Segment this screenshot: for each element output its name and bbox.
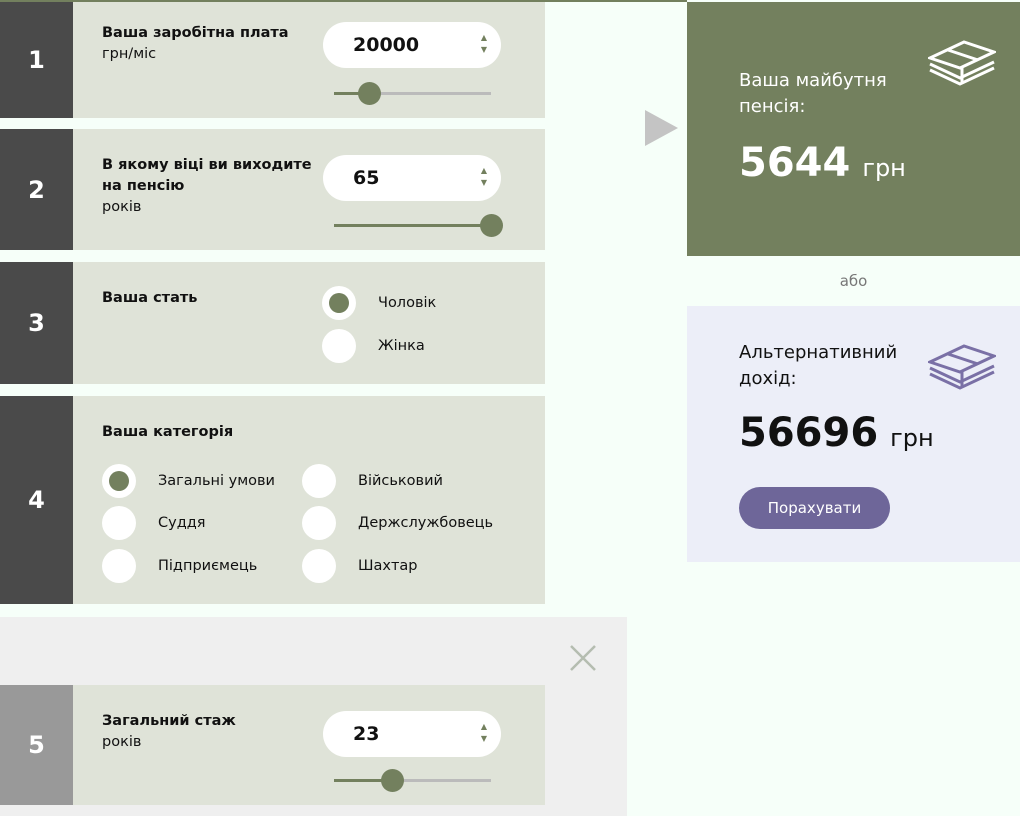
radio-entrepreneur[interactable]: Підприємець: [102, 549, 257, 583]
salary-slider[interactable]: [334, 82, 491, 105]
radio-label: Суддя: [158, 515, 206, 531]
radio-female[interactable]: Жінка: [322, 329, 425, 363]
arrow-right-icon: [645, 110, 678, 146]
age-unit: років: [102, 199, 142, 215]
salary-input[interactable]: 20000 ▲ ▼: [323, 22, 501, 68]
experience-input[interactable]: 23 ▲ ▼: [323, 711, 501, 757]
experience-unit: років: [102, 734, 142, 750]
close-icon[interactable]: [570, 645, 596, 671]
top-border: [0, 0, 687, 2]
step-number: 4: [0, 396, 73, 604]
slider-thumb[interactable]: [357, 82, 381, 105]
salary-unit: грн/міс: [102, 46, 157, 62]
calculate-button[interactable]: Порахувати: [739, 487, 890, 529]
radio-miner[interactable]: Шахтар: [302, 549, 418, 583]
category-title: Ваша категорія: [102, 424, 234, 440]
pension-value: 5644: [739, 140, 851, 186]
gender-block: 3 Ваша стать Чоловік Жінка: [0, 262, 545, 384]
spinner-arrows-icon[interactable]: ▲ ▼: [480, 33, 487, 54]
step-number: 3: [0, 262, 73, 384]
pension-title: Ваша майбутня пенсія:: [739, 70, 887, 117]
slider-thumb[interactable]: [480, 214, 503, 237]
salary-block: 1 Ваша заробітна плата грн/міс 20000 ▲ ▼: [0, 2, 545, 118]
radio-label: Загальні умови: [158, 473, 275, 489]
alternative-title: Альтернативний дохід:: [739, 342, 898, 389]
radio-civil-servant[interactable]: Держслужбовець: [302, 506, 493, 540]
radio-judge[interactable]: Суддя: [102, 506, 205, 540]
radio-label: Шахтар: [358, 558, 418, 574]
alternative-value: 56696: [739, 410, 879, 456]
alternative-card: Альтернативний дохід: 56696 грн Порахува…: [687, 306, 1020, 562]
experience-title: Загальний стаж: [102, 713, 236, 729]
age-value: 65: [353, 167, 380, 189]
slider-thumb[interactable]: [381, 769, 405, 792]
age-slider[interactable]: [334, 214, 503, 237]
alternative-currency: грн: [890, 424, 934, 452]
category-block: 4 Ваша категорія Загальні умови Військов…: [0, 396, 545, 604]
experience-slider[interactable]: [334, 769, 491, 792]
radio-general[interactable]: Загальні умови: [102, 464, 275, 498]
radio-label: Держслужбовець: [358, 515, 494, 531]
gender-title: Ваша стать: [102, 290, 198, 306]
pension-currency: грн: [862, 154, 906, 182]
radio-label: Жінка: [378, 338, 425, 354]
money-stack-icon: [928, 344, 996, 390]
age-title: В якому віці ви виходите на пенсію: [102, 157, 312, 194]
salary-value: 20000: [353, 34, 420, 56]
spinner-arrows-icon[interactable]: ▲ ▼: [480, 166, 487, 187]
experience-value: 23: [353, 723, 380, 745]
radio-label: Підприємець: [158, 558, 258, 574]
age-input[interactable]: 65 ▲ ▼: [323, 155, 501, 201]
age-block: 2 В якому віці ви виходите на пенсію рокі…: [0, 129, 545, 250]
salary-title: Ваша заробітна плата: [102, 25, 289, 41]
or-label: або: [839, 272, 868, 290]
experience-block: 5 Загальний стаж років 23 ▲ ▼: [0, 685, 545, 805]
step-number: 5: [0, 685, 73, 805]
radio-label: Військовий: [358, 473, 443, 489]
radio-male[interactable]: Чоловік: [322, 286, 436, 320]
step-number: 1: [0, 2, 73, 118]
radio-military[interactable]: Військовий: [302, 464, 443, 498]
money-stack-icon: [928, 40, 996, 86]
step-number: 2: [0, 129, 73, 250]
radio-label: Чоловік: [378, 295, 437, 311]
spinner-arrows-icon[interactable]: ▲ ▼: [480, 722, 487, 743]
pension-card: Ваша майбутня пенсія: 5644 грн: [687, 2, 1020, 256]
